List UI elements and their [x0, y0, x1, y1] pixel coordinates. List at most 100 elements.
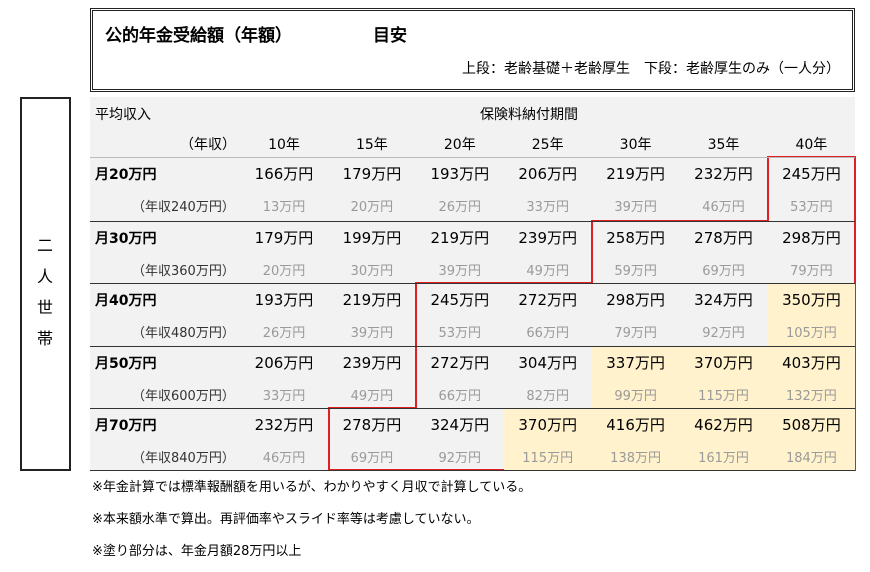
row-label: 月50万円	[95, 356, 157, 372]
lower-value: 20万円	[262, 264, 306, 279]
lower-value: 66万円	[438, 389, 482, 404]
upper-value: 219万円	[342, 291, 402, 309]
column-header: 20年	[443, 137, 476, 153]
row-sub-label: （年収480万円）	[132, 326, 235, 341]
row-label: 月70万円	[95, 418, 157, 434]
note: ※塗り部分は、年金月額28万円以上	[92, 544, 302, 559]
upper-value: 298万円	[782, 229, 841, 247]
lower-value: 79万円	[790, 264, 833, 279]
upper-value: 278万円	[694, 229, 753, 247]
upper-value: 179万円	[254, 229, 314, 247]
column-header: 25年	[531, 137, 564, 153]
upper-value: 278万円	[342, 416, 402, 434]
upper-value: 508万円	[782, 416, 841, 434]
period-header: 保険料納付期間	[480, 107, 578, 123]
upper-value: 239万円	[342, 354, 402, 372]
subtitle: 上段：老齢基礎＋老齢厚生 下段：老齢厚生のみ（一人分）	[462, 61, 840, 77]
upper-value: 166万円	[254, 165, 314, 183]
column-header: 30年	[619, 137, 652, 153]
upper-value: 245万円	[782, 165, 841, 183]
upper-value: 298万円	[606, 291, 665, 309]
row-separator	[90, 157, 855, 158]
lower-value: 161万円	[698, 451, 749, 466]
upper-value: 193万円	[254, 291, 314, 309]
title: 公的年金受給額（年額）	[105, 26, 292, 46]
row-separator	[90, 408, 855, 409]
upper-value: 416万円	[606, 416, 665, 434]
lower-value: 49万円	[526, 264, 569, 279]
row-separator	[90, 283, 855, 284]
upper-value: 324万円	[694, 291, 753, 309]
upper-value: 403万円	[782, 354, 841, 372]
lower-value: 184万円	[785, 451, 837, 466]
upper-value: 232万円	[254, 416, 314, 434]
upper-value: 370万円	[694, 354, 753, 372]
upper-value: 272万円	[430, 354, 490, 372]
row-sub-label: （年収840万円）	[132, 451, 235, 466]
lower-value: 46万円	[702, 200, 745, 215]
row-separator	[90, 346, 855, 347]
note: ※本来額水準で算出。再評価率やスライド率等は考慮していない。	[92, 512, 480, 527]
lower-value: 132万円	[785, 389, 837, 404]
shaded-cell	[767, 283, 855, 346]
lower-value: 105万円	[785, 326, 837, 341]
upper-value: 232万円	[694, 165, 753, 183]
lower-value: 46万円	[262, 451, 306, 466]
annual-header: （年収）	[180, 137, 236, 153]
row-label: 月40万円	[95, 293, 157, 309]
lower-value: 92万円	[702, 326, 745, 341]
upper-value: 193万円	[430, 165, 490, 183]
column-header: 40年	[795, 137, 828, 153]
lower-value: 138万円	[610, 451, 661, 466]
lower-value: 92万円	[438, 451, 482, 466]
lower-value: 13万円	[262, 200, 306, 215]
income-header: 平均収入	[95, 107, 151, 123]
row-sub-label: （年収360万円）	[132, 264, 235, 279]
title-suffix: 目安	[373, 26, 407, 46]
shaded-cell	[503, 408, 855, 470]
shaded-cell	[591, 346, 855, 408]
upper-value: 219万円	[606, 165, 665, 183]
lower-value: 39万円	[614, 200, 657, 215]
lower-value: 69万円	[702, 264, 745, 279]
upper-value: 324万円	[430, 416, 490, 434]
row-sub-label: （年収600万円）	[132, 389, 235, 404]
row-sub-label: （年収240万円）	[132, 200, 235, 215]
lower-value: 53万円	[790, 200, 833, 215]
lower-value: 33万円	[262, 389, 306, 404]
side-label: 二人世帯	[36, 236, 53, 348]
lower-value: 82万円	[526, 389, 569, 404]
lower-value: 69万円	[350, 451, 394, 466]
lower-value: 115万円	[698, 389, 749, 404]
upper-value: 462万円	[694, 416, 753, 434]
column-header: 10年	[268, 137, 300, 153]
side-box	[20, 97, 71, 471]
row-separator	[90, 470, 855, 471]
note: ※年金計算では標準報酬額を用いるが、わかりやすく月収で計算している。	[92, 480, 532, 495]
row-separator	[90, 221, 855, 222]
lower-value: 99万円	[614, 389, 657, 404]
upper-value: 370万円	[518, 416, 577, 434]
title-box	[90, 8, 855, 92]
upper-value: 239万円	[518, 229, 577, 247]
row-label: 月20万円	[95, 167, 157, 183]
lower-value: 79万円	[614, 326, 657, 341]
row-label: 月30万円	[95, 231, 157, 247]
column-header: 35年	[707, 137, 740, 153]
lower-value: 39万円	[438, 264, 482, 279]
upper-value: 337万円	[606, 354, 665, 372]
lower-value: 30万円	[350, 264, 394, 279]
column-header: 15年	[355, 137, 388, 153]
upper-value: 245万円	[430, 291, 490, 309]
upper-value: 199万円	[342, 229, 402, 247]
upper-value: 350万円	[782, 291, 841, 309]
upper-value: 258万円	[606, 229, 665, 247]
upper-value: 272万円	[518, 291, 577, 309]
lower-value: 26万円	[262, 326, 306, 341]
upper-value: 179万円	[342, 165, 402, 183]
upper-value: 206万円	[518, 165, 577, 183]
upper-value: 206万円	[254, 354, 314, 372]
lower-value: 26万円	[438, 200, 482, 215]
lower-value: 59万円	[614, 264, 657, 279]
